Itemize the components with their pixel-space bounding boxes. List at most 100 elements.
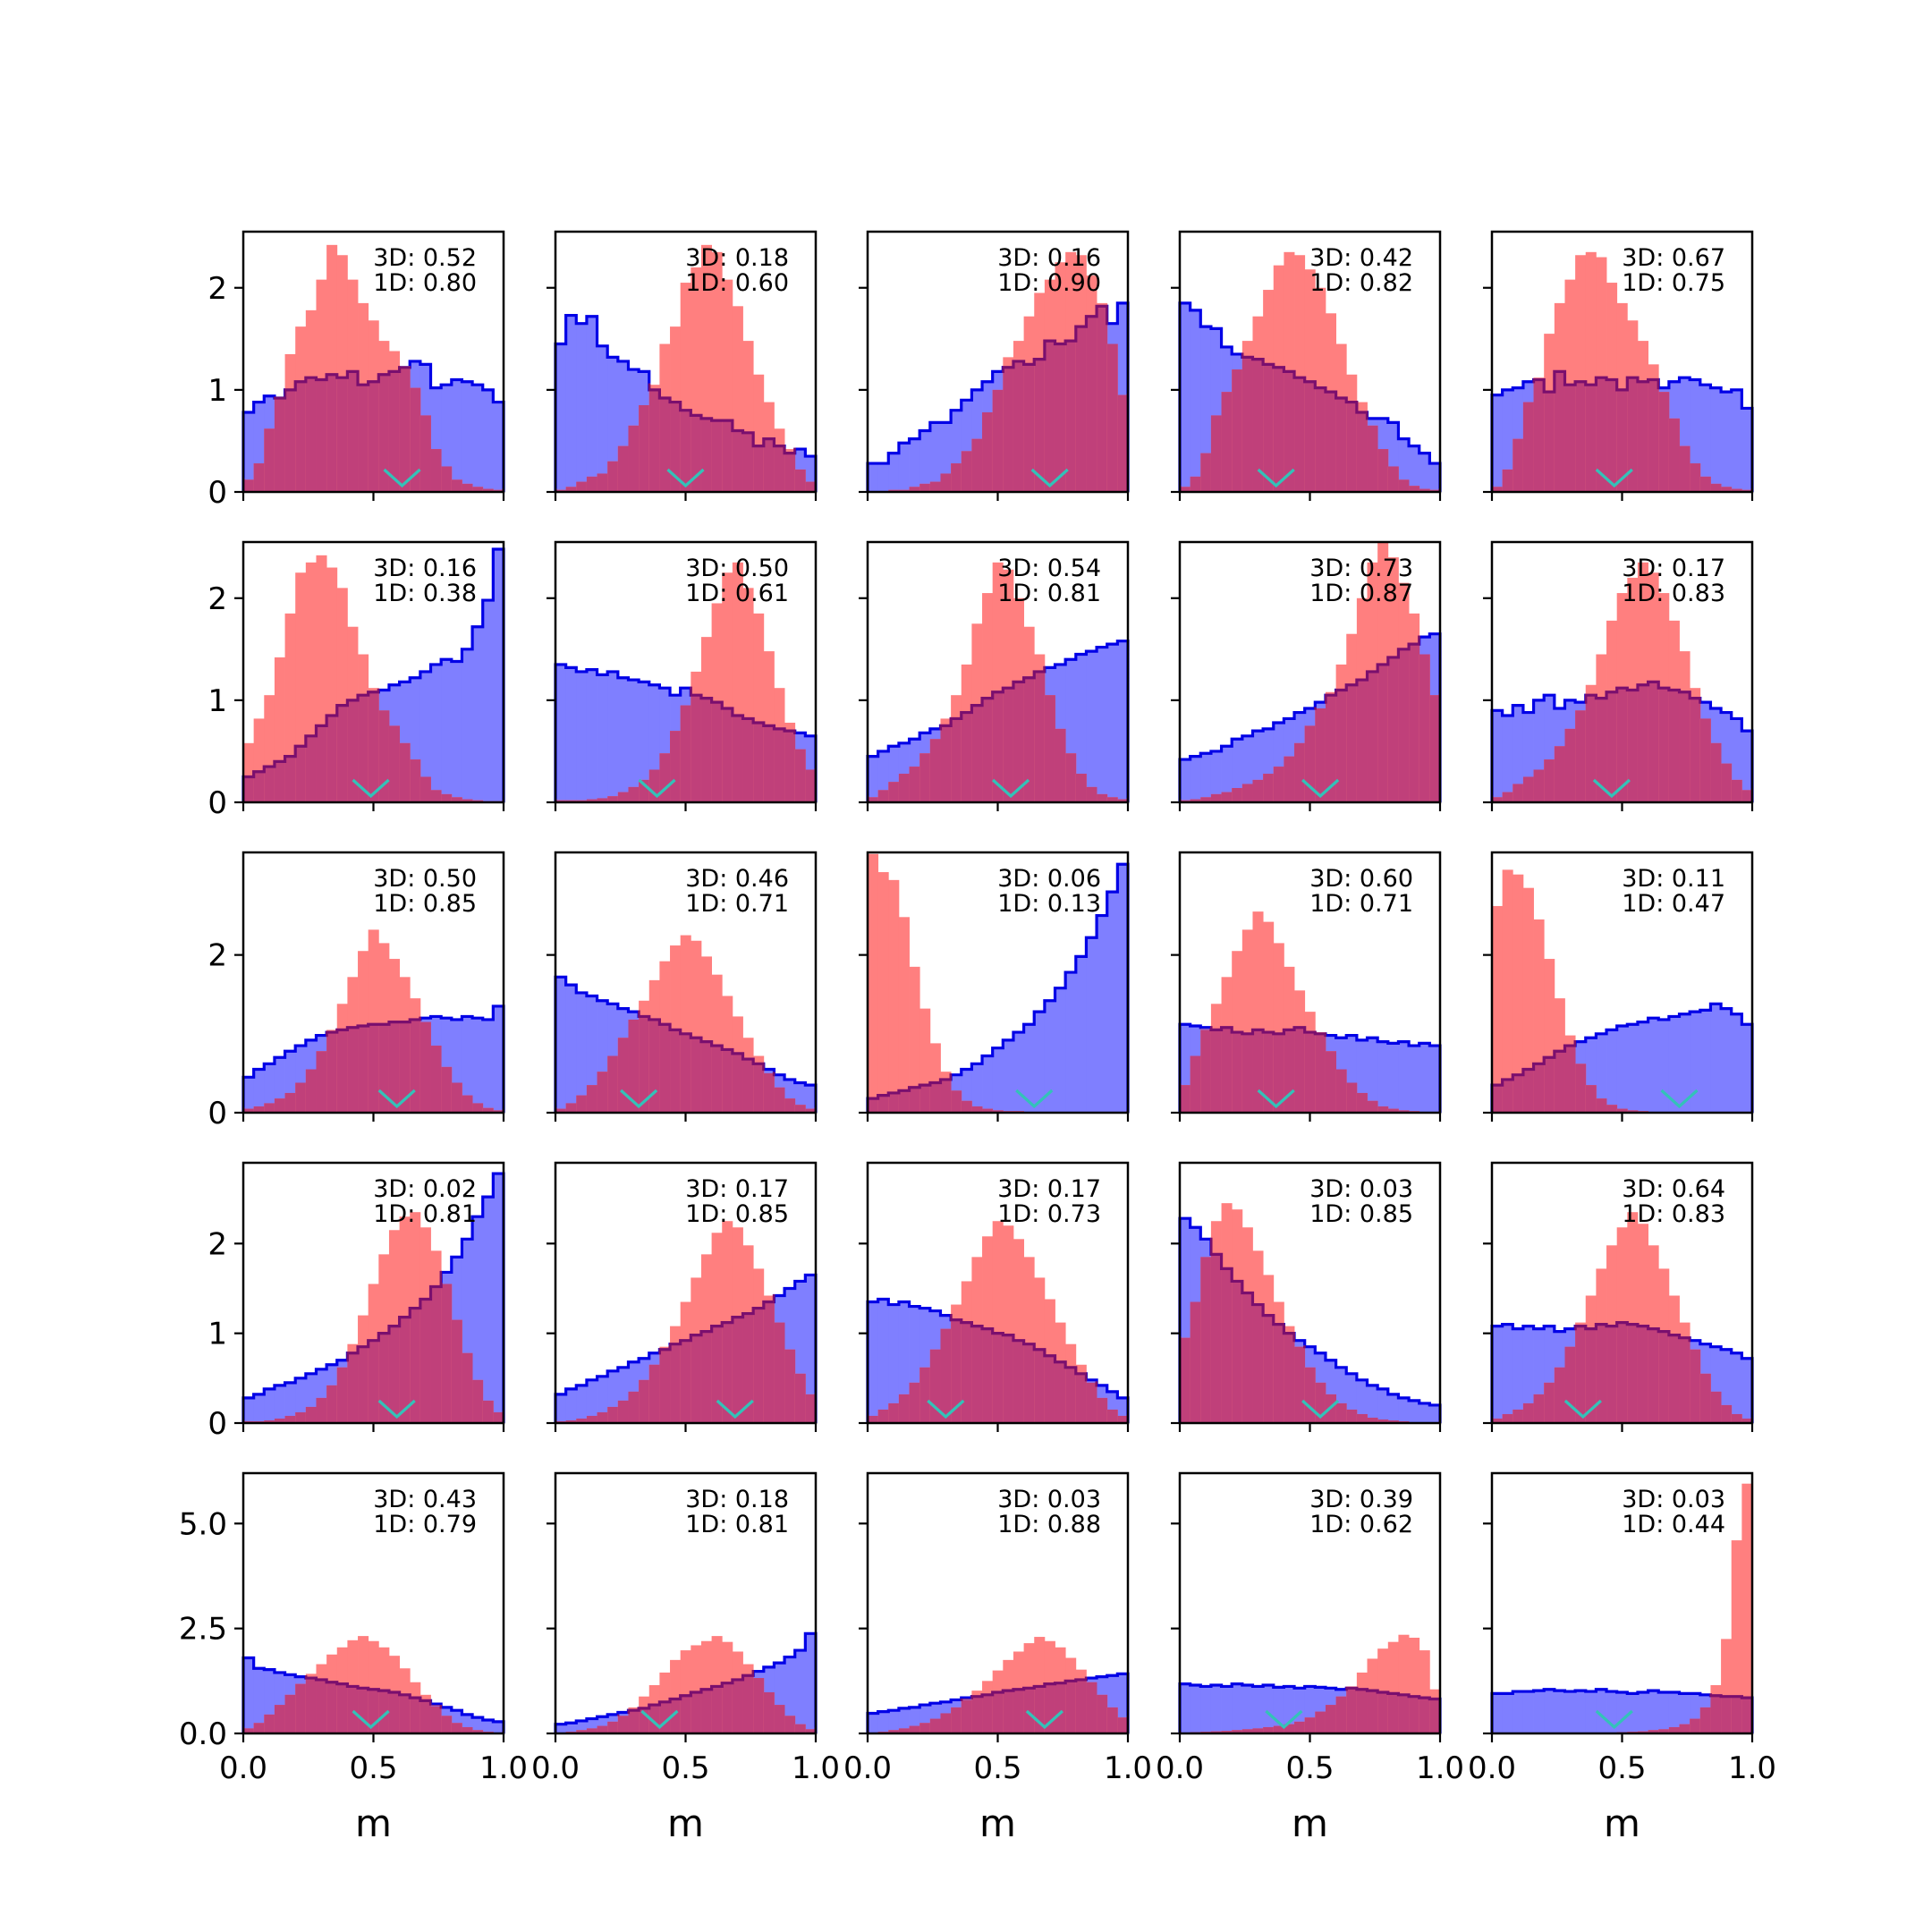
annotation-3d: 3D: 0.17 bbox=[997, 1175, 1101, 1203]
v-marker bbox=[1030, 468, 1069, 488]
overlap-bar bbox=[1003, 1690, 1014, 1733]
overlap-bar bbox=[1356, 1413, 1368, 1423]
overlap-bar bbox=[243, 776, 255, 802]
y-tick-label: 2.5 bbox=[179, 1612, 227, 1648]
overlap-bar bbox=[617, 1400, 629, 1423]
v-marker bbox=[1265, 1709, 1303, 1730]
blue-bar bbox=[1117, 640, 1129, 802]
overlap-bar bbox=[753, 722, 765, 802]
overlap-bar bbox=[1564, 728, 1576, 802]
overlap-bar bbox=[1284, 1030, 1295, 1113]
blue-bar bbox=[472, 1216, 484, 1423]
blue-bar bbox=[565, 315, 577, 492]
overlap-bar bbox=[805, 769, 817, 802]
y-tick-label: 0 bbox=[208, 1406, 227, 1442]
overlap-bar bbox=[1200, 1257, 1212, 1423]
overlap-bar bbox=[670, 1699, 682, 1733]
x-tick-label: 0.5 bbox=[1597, 1750, 1646, 1786]
blue-bar bbox=[274, 1385, 285, 1423]
y-tick-label: 2 bbox=[208, 938, 227, 974]
v-marker bbox=[1595, 468, 1633, 488]
overlap-bar bbox=[264, 1419, 275, 1423]
overlap-bar bbox=[1367, 1690, 1378, 1733]
annotation-1d: 1D: 0.83 bbox=[1622, 580, 1725, 607]
annotation-1d: 1D: 0.87 bbox=[1309, 580, 1413, 607]
overlap-bar bbox=[982, 1694, 994, 1733]
overlap-bar bbox=[1513, 1409, 1524, 1423]
overlap-bar bbox=[1086, 316, 1097, 492]
red-bar bbox=[1741, 1483, 1753, 1733]
overlap-bar bbox=[1513, 784, 1524, 802]
overlap-bar bbox=[1419, 488, 1430, 492]
y-tick-label: 2 bbox=[208, 1226, 227, 1262]
blue-bar bbox=[1180, 302, 1191, 492]
overlap-bar bbox=[410, 759, 421, 802]
overlap-bar bbox=[951, 463, 962, 492]
blue-bar bbox=[628, 680, 640, 802]
overlap-bar bbox=[1304, 1367, 1316, 1423]
overlap-bar bbox=[1055, 1682, 1066, 1733]
overlap-bar bbox=[951, 718, 962, 802]
overlap-bar bbox=[711, 702, 723, 802]
blue-bar bbox=[253, 1069, 265, 1113]
overlap-bar bbox=[326, 716, 338, 802]
overlap-bar bbox=[1273, 1324, 1284, 1423]
overlap-bar bbox=[253, 1723, 265, 1733]
overlap-bar bbox=[1544, 1382, 1555, 1423]
blue-bar bbox=[482, 1197, 494, 1423]
blue-bar bbox=[472, 1018, 484, 1113]
blue-bar bbox=[597, 345, 608, 492]
overlap-bar bbox=[1097, 306, 1108, 492]
blue-bar bbox=[1741, 408, 1753, 492]
overlap-bar bbox=[316, 1051, 327, 1113]
blue-bar bbox=[1200, 326, 1212, 492]
overlap-bar bbox=[805, 1394, 817, 1423]
blue-bar bbox=[576, 323, 588, 492]
overlap-bar bbox=[1679, 1724, 1690, 1733]
overlap-bar bbox=[805, 1729, 817, 1733]
overlap-bar bbox=[347, 1686, 359, 1733]
overlap-bar bbox=[419, 415, 431, 492]
annotation-3d: 3D: 0.17 bbox=[1622, 555, 1725, 582]
overlap-bar bbox=[1106, 1707, 1118, 1733]
overlap-bar bbox=[1273, 1725, 1284, 1733]
overlap-bar bbox=[1044, 1355, 1055, 1423]
overlap-bar bbox=[336, 1030, 348, 1113]
overlap-bar bbox=[336, 705, 348, 802]
overlap-bar bbox=[1409, 644, 1420, 802]
overlap-bar bbox=[378, 1333, 390, 1423]
overlap-bar bbox=[992, 1692, 1004, 1733]
blue-bar bbox=[1721, 1008, 1733, 1113]
blue-bar bbox=[430, 664, 442, 802]
blue-bar bbox=[493, 548, 504, 802]
overlap-bar bbox=[742, 718, 754, 802]
blue-bar bbox=[1180, 759, 1191, 802]
blue-bar bbox=[1710, 387, 1722, 492]
annotation-1d: 1D: 0.88 bbox=[997, 1511, 1101, 1538]
overlap-bar bbox=[419, 1700, 431, 1733]
overlap-bar bbox=[1731, 488, 1742, 492]
overlap-bar bbox=[1263, 1726, 1275, 1733]
red-bar bbox=[868, 853, 879, 1113]
overlap-bar bbox=[1502, 1413, 1513, 1423]
overlap-bar bbox=[639, 1016, 650, 1113]
overlap-bar bbox=[316, 725, 327, 802]
red-bar bbox=[1492, 905, 1504, 1113]
overlap-bar bbox=[1315, 387, 1326, 492]
annotation-1d: 1D: 0.81 bbox=[997, 580, 1101, 607]
x-tick-label: 0.5 bbox=[1285, 1750, 1334, 1786]
overlap-bar bbox=[992, 389, 1004, 492]
blue-bar bbox=[1367, 1385, 1378, 1423]
overlap-bar bbox=[378, 1690, 390, 1733]
overlap-bar bbox=[430, 1286, 442, 1423]
overlap-bar bbox=[909, 1382, 920, 1423]
overlap-bar bbox=[274, 761, 285, 802]
overlap-bar bbox=[805, 481, 817, 492]
blue-bar bbox=[909, 438, 920, 492]
overlap-bar bbox=[1585, 1328, 1597, 1423]
